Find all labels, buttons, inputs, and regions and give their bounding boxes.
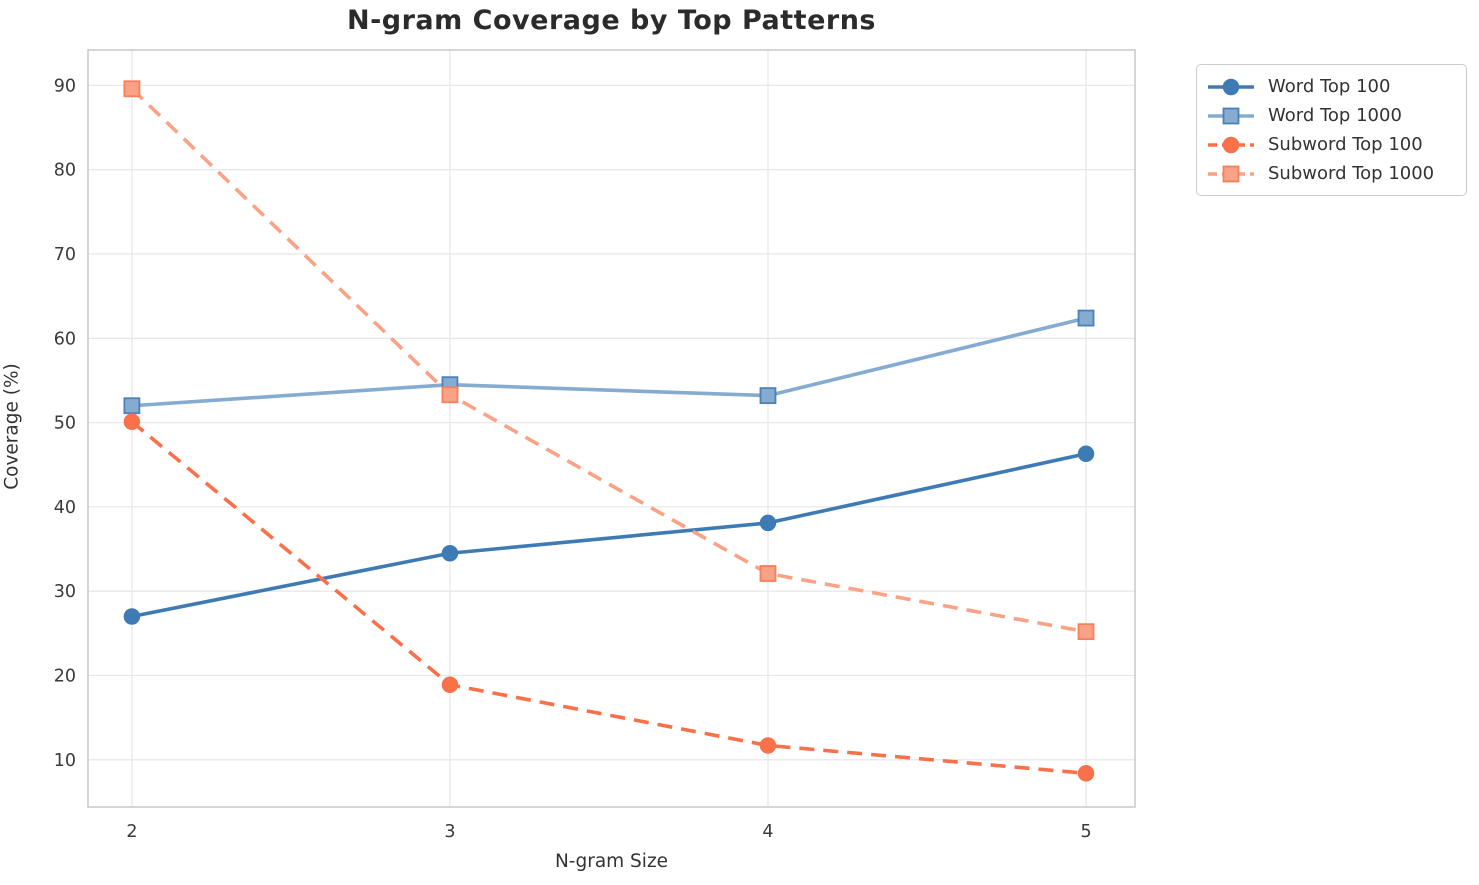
data-point-marker xyxy=(1077,765,1095,782)
data-point-marker xyxy=(759,565,777,582)
legend-square-marker-icon xyxy=(1208,165,1254,182)
legend-item-word-top-1000: Word Top 1000 xyxy=(1207,101,1454,130)
y-tick-label: 10 xyxy=(54,751,76,771)
x-axis-label: N-gram Size xyxy=(554,851,669,872)
data-point-marker xyxy=(1077,309,1095,327)
data-point-marker xyxy=(123,608,141,625)
y-tick-label: 50 xyxy=(54,414,76,434)
data-point-marker xyxy=(1077,623,1095,641)
chart-title: N-gram Coverage by Top Patterns xyxy=(346,5,876,36)
legend-circle-marker-icon xyxy=(1208,78,1254,95)
y-tick-label: 60 xyxy=(54,329,76,349)
axes-spines xyxy=(87,49,1136,808)
data-point-marker xyxy=(123,80,141,98)
data-point-marker xyxy=(1077,445,1095,463)
data-point-marker xyxy=(759,737,777,754)
data-point-marker xyxy=(441,386,459,404)
series-line xyxy=(130,87,1087,634)
legend: Word Top 100 Word Top 1000 Subword Top 100… xyxy=(1196,64,1467,196)
y-tick-label: 30 xyxy=(54,582,76,602)
y-tick-label: 90 xyxy=(54,76,76,96)
legend-label: Subword Top 100 xyxy=(1268,134,1423,155)
y-tick-label: 40 xyxy=(54,498,76,518)
x-tick-label: 2 xyxy=(126,822,137,842)
x-tick-label: 4 xyxy=(762,822,773,842)
legend-square-marker-icon xyxy=(1208,107,1254,124)
legend-item-word-top-100: Word Top 100 xyxy=(1207,72,1454,101)
y-tick-label: 20 xyxy=(54,666,76,686)
legend-item-subword-top-1000: Subword Top 1000 xyxy=(1207,159,1454,188)
data-point-marker xyxy=(759,387,777,405)
legend-label: Word Top 100 xyxy=(1268,76,1391,97)
legend-label: Word Top 1000 xyxy=(1268,105,1402,126)
series-line xyxy=(131,452,1087,619)
x-tick-label: 3 xyxy=(444,822,455,842)
data-point-marker xyxy=(441,545,459,562)
data-point-marker xyxy=(759,514,777,532)
plot-area xyxy=(88,50,1135,807)
y-axis-label: Coverage (%) xyxy=(1,363,23,490)
series-line xyxy=(130,420,1087,776)
legend-circle-marker-icon xyxy=(1208,136,1254,153)
y-tick-label: 70 xyxy=(54,245,76,265)
x-tick-label: 5 xyxy=(1080,822,1091,842)
data-point-marker xyxy=(123,413,141,431)
legend-label: Subword Top 1000 xyxy=(1268,163,1435,184)
y-tick-label: 80 xyxy=(54,161,76,181)
legend-item-subword-top-100: Subword Top 100 xyxy=(1207,130,1454,159)
data-point-marker xyxy=(123,397,141,415)
data-point-marker xyxy=(441,676,459,694)
series-line xyxy=(131,316,1087,408)
